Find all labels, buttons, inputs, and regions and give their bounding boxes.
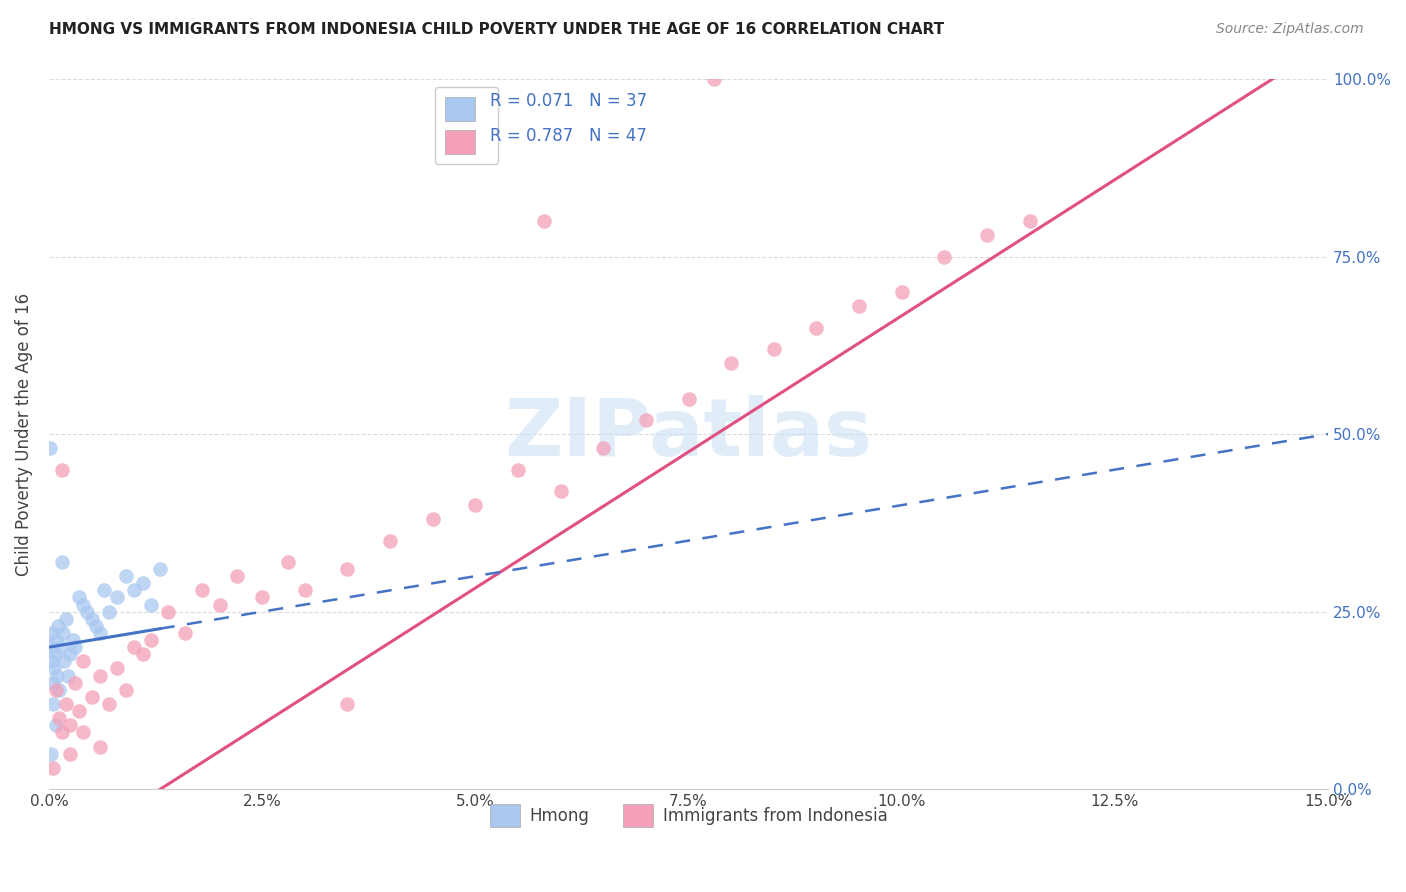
Point	[45, 682, 67, 697]
Point	[89, 626, 111, 640]
Point	[105, 661, 128, 675]
Point	[422, 512, 444, 526]
Point	[149, 562, 172, 576]
Point	[294, 583, 316, 598]
Point	[97, 697, 120, 711]
Point	[41, 654, 63, 668]
Text: R = 0.787   N = 47: R = 0.787 N = 47	[491, 128, 647, 145]
Point	[42, 761, 65, 775]
Point	[976, 228, 998, 243]
Point	[122, 640, 145, 655]
Point	[72, 598, 94, 612]
Point	[132, 647, 155, 661]
Point	[72, 725, 94, 739]
Point	[678, 392, 700, 406]
Text: HMONG VS IMMIGRANTS FROM INDONESIA CHILD POVERTY UNDER THE AGE OF 16 CORRELATION: HMONG VS IMMIGRANTS FROM INDONESIA CHILD…	[49, 22, 945, 37]
Point	[93, 583, 115, 598]
Point	[84, 619, 107, 633]
Point	[506, 462, 529, 476]
Point	[46, 619, 69, 633]
Point	[59, 747, 82, 761]
Point	[67, 704, 90, 718]
Point	[59, 647, 82, 661]
Point	[56, 668, 79, 682]
Point	[132, 576, 155, 591]
Point	[1018, 214, 1040, 228]
Point	[89, 739, 111, 754]
Point	[76, 605, 98, 619]
Point	[208, 598, 231, 612]
Point	[157, 605, 180, 619]
Y-axis label: Child Poverty Under the Age of 16: Child Poverty Under the Age of 16	[15, 293, 32, 575]
Point	[39, 747, 62, 761]
Point	[52, 626, 75, 640]
Point	[48, 711, 70, 725]
Point	[848, 299, 870, 313]
Point	[48, 682, 70, 697]
Point	[51, 555, 73, 569]
Point	[67, 591, 90, 605]
Point	[141, 598, 163, 612]
Point	[105, 591, 128, 605]
Point	[634, 413, 657, 427]
Point	[44, 647, 66, 661]
Text: Source: ZipAtlas.com: Source: ZipAtlas.com	[1216, 22, 1364, 37]
Point	[59, 718, 82, 732]
Point	[592, 442, 614, 456]
Point	[97, 605, 120, 619]
Point	[49, 640, 72, 655]
Legend: Hmong, Immigrants from Indonesia: Hmong, Immigrants from Indonesia	[482, 797, 894, 834]
Point	[51, 462, 73, 476]
Point	[38, 442, 60, 456]
Point	[80, 612, 103, 626]
Point	[191, 583, 214, 598]
Point	[122, 583, 145, 598]
Point	[55, 612, 77, 626]
Point	[174, 626, 197, 640]
Point	[42, 661, 65, 675]
Point	[45, 668, 67, 682]
Point	[277, 555, 299, 569]
Text: R = 0.071   N = 37: R = 0.071 N = 37	[491, 92, 647, 110]
Point	[55, 697, 77, 711]
Point	[890, 285, 912, 299]
Point	[63, 640, 86, 655]
Point	[72, 654, 94, 668]
Point	[720, 356, 742, 370]
Point	[225, 569, 247, 583]
Point	[378, 533, 401, 548]
Point	[45, 633, 67, 648]
Point	[464, 498, 486, 512]
Point	[39, 640, 62, 655]
Point	[806, 320, 828, 334]
Point	[934, 250, 956, 264]
Point	[114, 682, 136, 697]
Point	[53, 654, 76, 668]
Point	[336, 697, 359, 711]
Point	[42, 675, 65, 690]
Point	[63, 675, 86, 690]
Point	[114, 569, 136, 583]
Point	[89, 668, 111, 682]
Point	[550, 483, 572, 498]
Point	[51, 725, 73, 739]
Point	[62, 633, 84, 648]
Point	[336, 562, 359, 576]
Point	[42, 697, 65, 711]
Point	[80, 690, 103, 704]
Point	[45, 718, 67, 732]
Point	[762, 342, 785, 356]
Point	[41, 626, 63, 640]
Point	[533, 214, 555, 228]
Point	[703, 72, 725, 87]
Point	[141, 633, 163, 648]
Point	[250, 591, 273, 605]
Text: ZIPatlas: ZIPatlas	[505, 395, 873, 473]
